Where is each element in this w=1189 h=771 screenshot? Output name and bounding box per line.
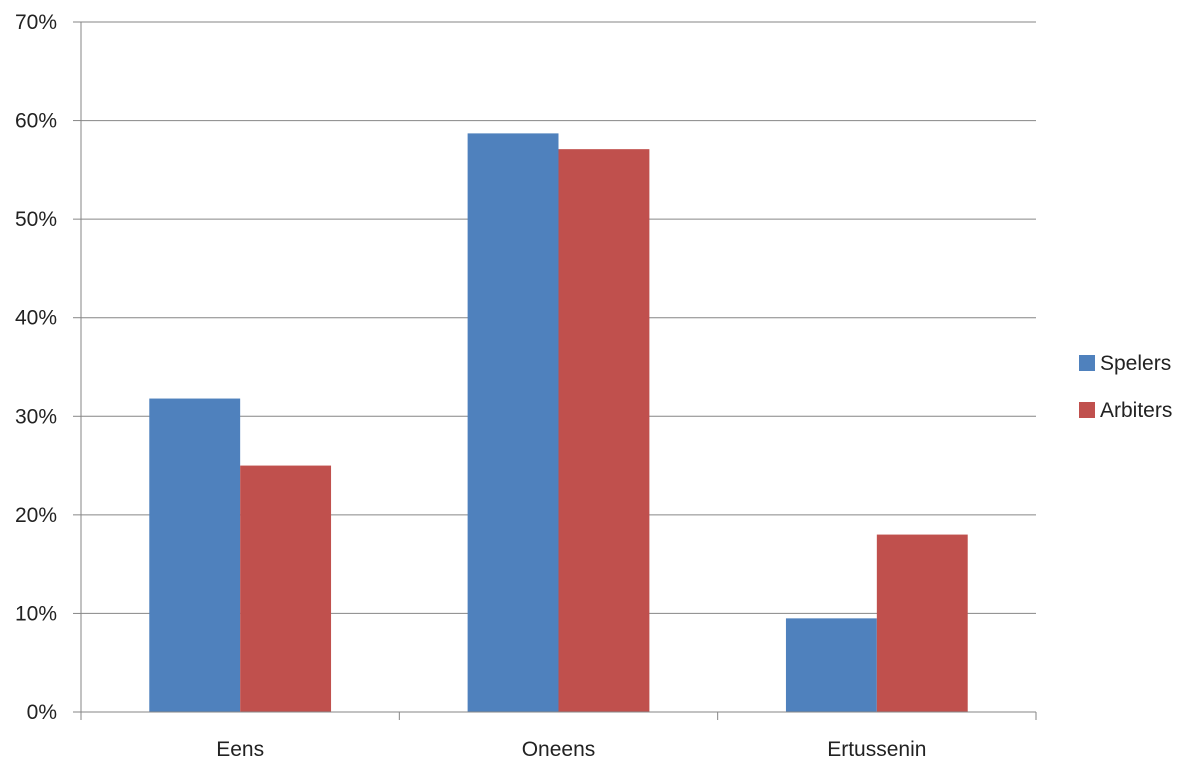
legend-swatch-spelers (1079, 355, 1095, 371)
y-tick-label: 30% (15, 405, 57, 428)
legend: Spelers Arbiters (1079, 352, 1172, 422)
bar-arbiters-ertussenin (876, 534, 968, 712)
x-tick-label: Eens (216, 738, 264, 761)
y-tick-label: 50% (15, 208, 57, 231)
legend-label-arbiters: Arbiters (1100, 399, 1172, 422)
y-tick-label: 10% (15, 602, 57, 625)
y-tick-label: 70% (15, 11, 57, 34)
axes (73, 21, 1037, 720)
y-axis-tick-labels: 0% 10% 20% 30% 40% 50% 60% 70% (15, 11, 57, 724)
y-tick-label: 0% (27, 701, 57, 724)
x-axis-tick-labels: Eens Oneens Ertussenin (216, 738, 926, 761)
legend-label-spelers: Spelers (1100, 352, 1171, 375)
bar-spelers-oneens (467, 133, 559, 712)
y-tick-label: 60% (15, 110, 57, 133)
x-tick-label: Oneens (522, 738, 596, 761)
bar-arbiters-oneens (558, 149, 650, 712)
legend-swatch-arbiters (1079, 402, 1095, 418)
bar-spelers-ertussenin (785, 618, 877, 712)
bar-arbiters-eens (240, 465, 332, 712)
y-tick-label: 40% (15, 307, 57, 330)
bars (149, 133, 968, 712)
bar-spelers-eens (149, 398, 241, 712)
x-tick-label: Ertussenin (827, 738, 926, 761)
y-tick-label: 20% (15, 504, 57, 527)
